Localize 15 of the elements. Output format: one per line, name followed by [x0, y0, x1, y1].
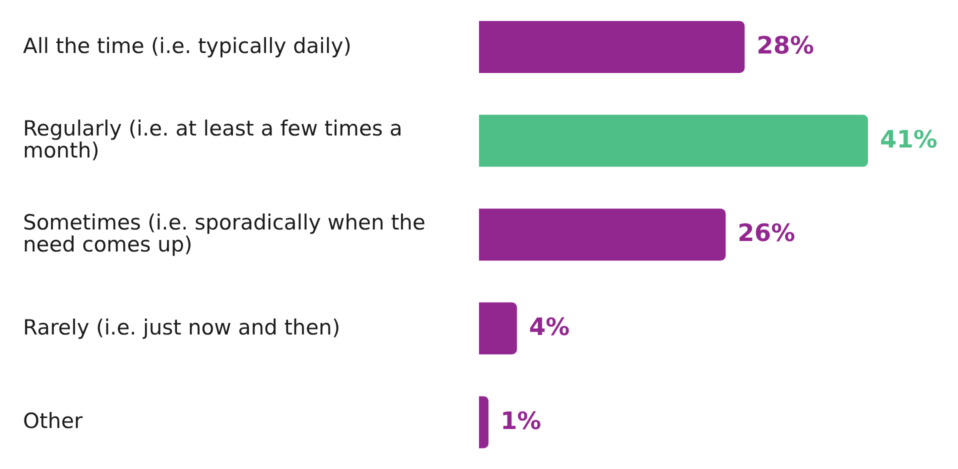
y-tick-label: Regularly (i.e. at least a few times a month)	[23, 116, 402, 162]
data-label: 26%	[738, 219, 796, 248]
bar	[479, 21, 745, 73]
y-tick-label: All the time (i.e. typically daily)	[23, 34, 352, 58]
data-label: 41%	[880, 125, 938, 154]
y-tick-label: Sometimes (i.e. sporadically when the need comes up)	[23, 210, 426, 256]
bar	[479, 396, 488, 448]
data-label: 28%	[756, 32, 814, 60]
bar	[479, 114, 868, 167]
bar	[479, 302, 517, 354]
y-tick-label: Rarely (i.e. just now and then)	[23, 315, 340, 340]
data-label: 1%	[500, 406, 542, 435]
data-label: 4%	[528, 312, 570, 341]
bar	[479, 208, 726, 261]
y-tick-label: Other	[23, 408, 83, 433]
